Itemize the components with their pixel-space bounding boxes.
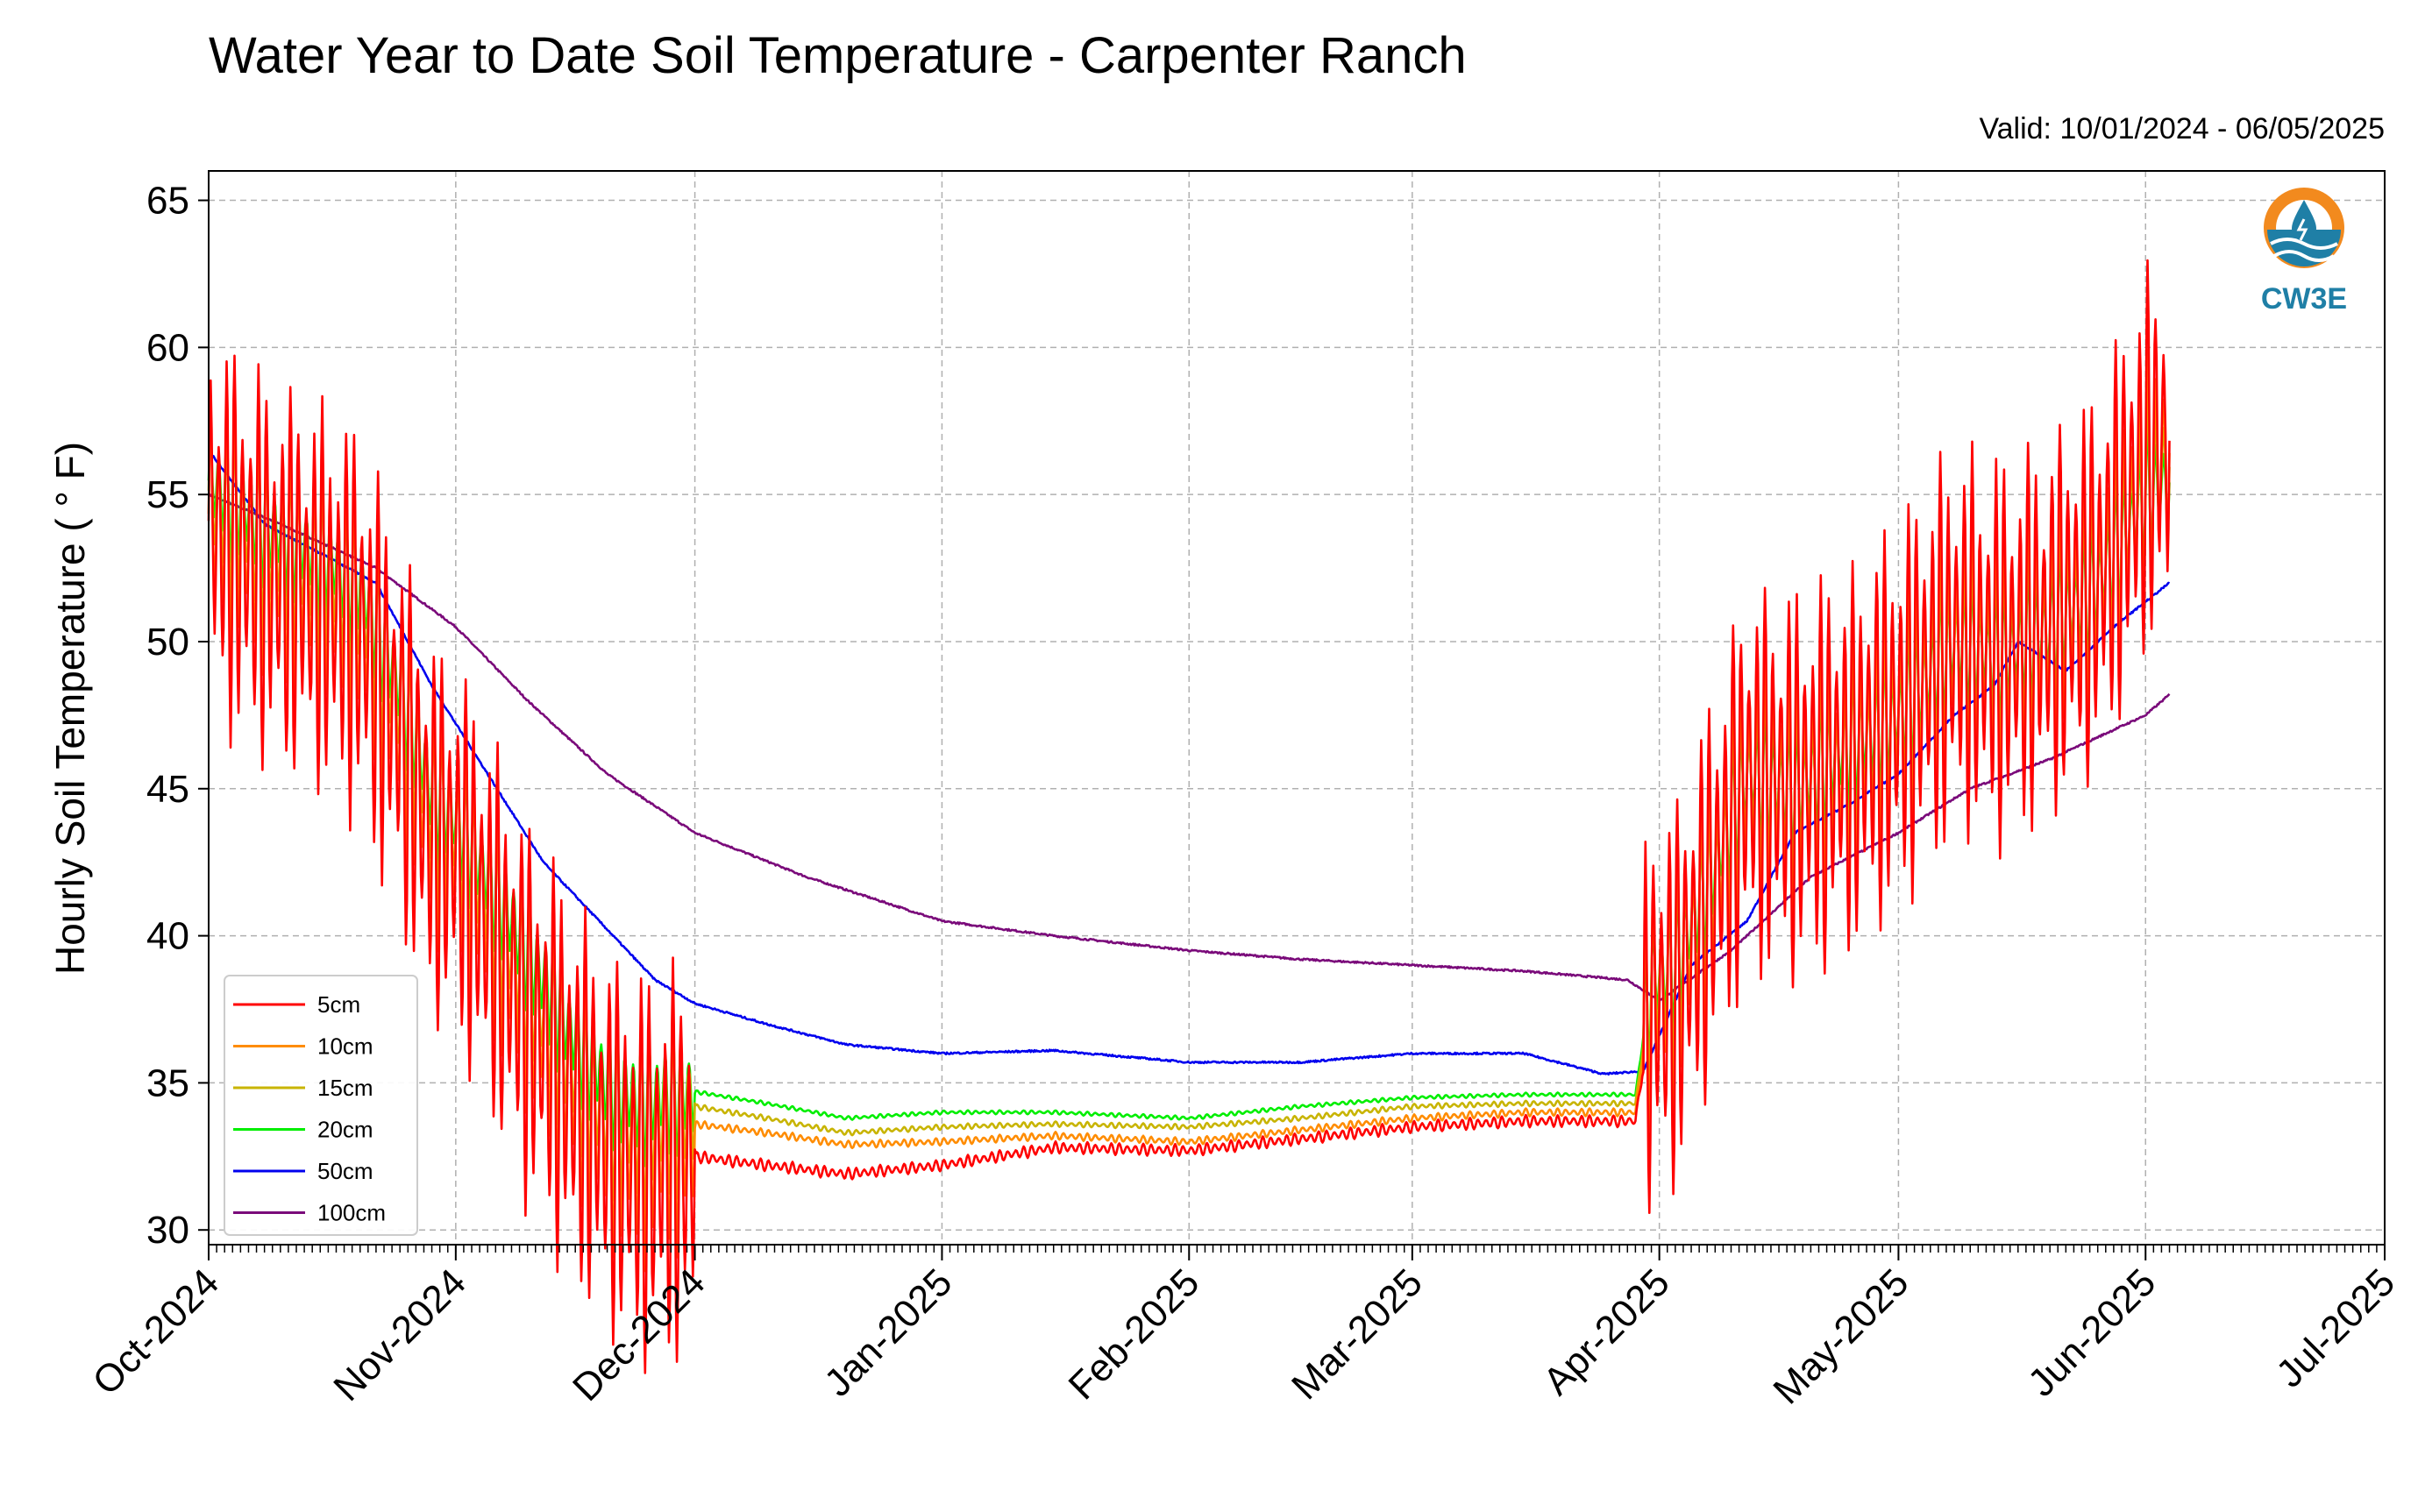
series-lines — [207, 259, 2171, 1374]
y-tick-label: 30 — [146, 1209, 189, 1252]
y-tick-label: 55 — [146, 473, 189, 516]
series-line-100cm — [207, 493, 2171, 1003]
chart-subtitle: Valid: 10/01/2024 - 06/05/2025 — [1979, 112, 2385, 146]
legend-label-5cm: 5cm — [317, 991, 360, 1018]
logo-text: CW3E — [2261, 282, 2347, 316]
x-minor-ticks — [208, 1245, 2386, 1253]
y-tick-label: 35 — [146, 1061, 189, 1104]
legend-label-50cm: 50cm — [317, 1158, 373, 1184]
y-tick-label: 60 — [146, 326, 189, 369]
y-tick-label: 40 — [146, 915, 189, 958]
legend-label-20cm: 20cm — [317, 1117, 373, 1143]
chart-title: Water Year to Date Soil Temperature - Ca… — [209, 27, 1467, 84]
y-tick-label: 65 — [146, 180, 189, 223]
y-axis-label: Hourly Soil Temperature ( ° F) — [47, 442, 93, 975]
water-drop-logo-icon — [2264, 188, 2344, 268]
legend-label-10cm: 10cm — [317, 1033, 373, 1060]
plot-frame — [208, 170, 2386, 1246]
y-tick-label: 50 — [146, 621, 189, 664]
legend-label-100cm: 100cm — [317, 1200, 386, 1226]
legend: 5cm 10cm 15cm 20cm 50cm 100cm — [224, 975, 418, 1236]
series-line-5cm — [207, 259, 2171, 1374]
y-tick-label: 45 — [146, 768, 189, 811]
cw3e-logo: CW3E — [2261, 188, 2347, 316]
legend-label-15cm: 15cm — [317, 1075, 373, 1101]
